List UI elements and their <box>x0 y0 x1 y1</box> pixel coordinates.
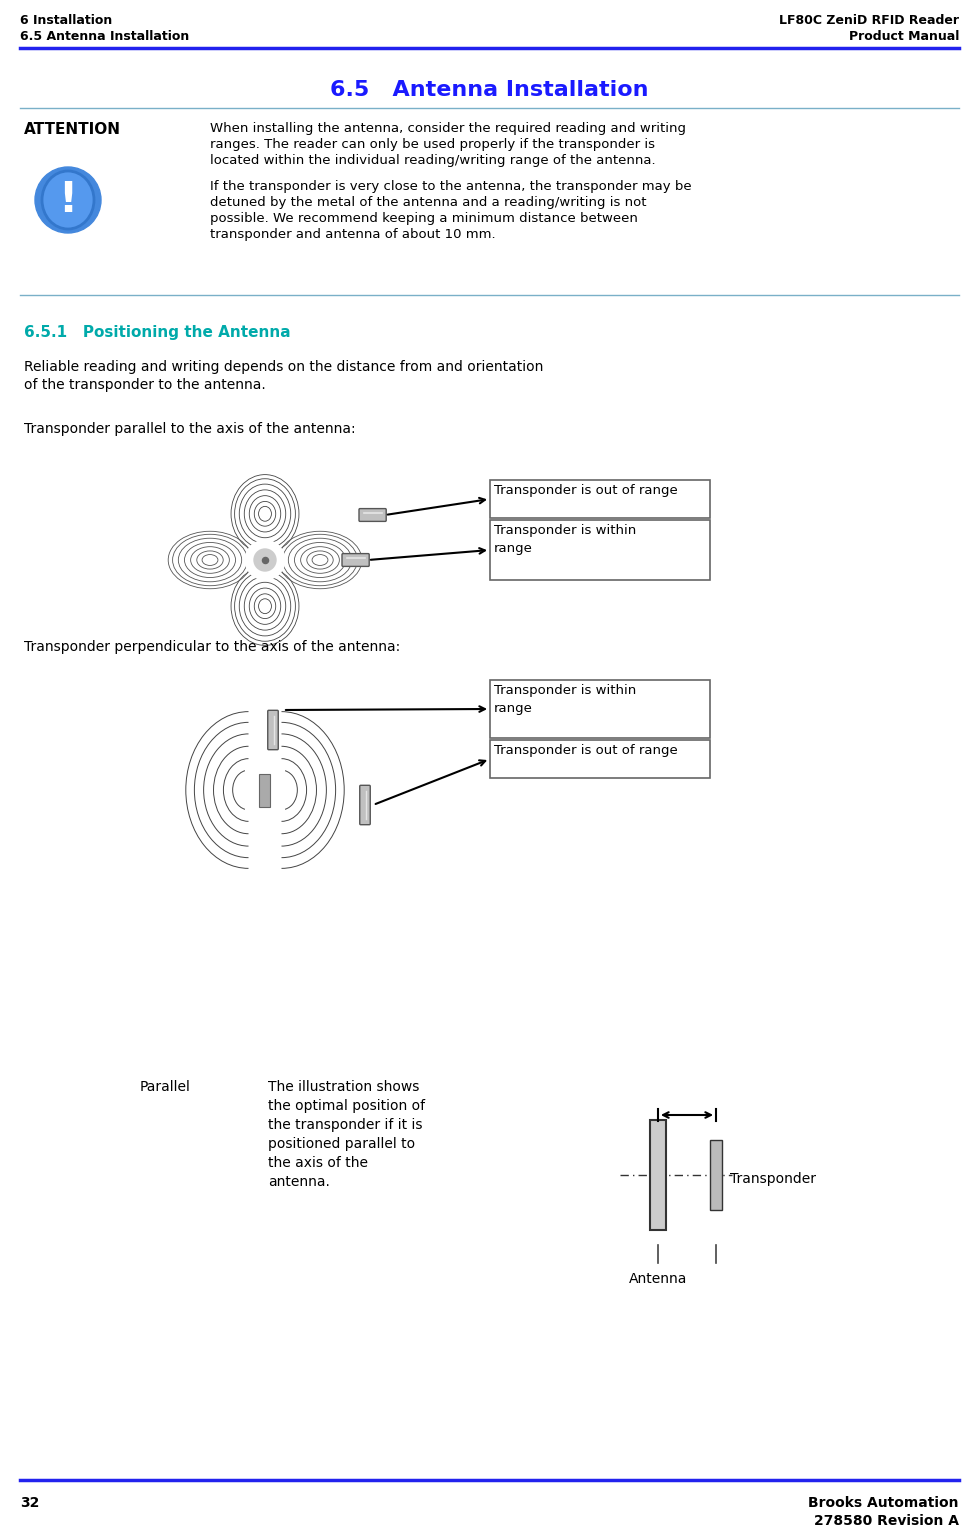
Text: Transponder: Transponder <box>730 1172 816 1186</box>
Text: ranges. The reader can only be used properly if the transponder is: ranges. The reader can only be used prop… <box>210 138 654 151</box>
Circle shape <box>253 549 276 571</box>
Text: Antenna: Antenna <box>628 1272 687 1286</box>
FancyBboxPatch shape <box>490 480 709 518</box>
Text: Product Manual: Product Manual <box>848 31 958 43</box>
Text: antenna.: antenna. <box>268 1175 330 1189</box>
Text: Transponder parallel to the axis of the antenna:: Transponder parallel to the axis of the … <box>24 421 355 435</box>
FancyBboxPatch shape <box>359 509 385 521</box>
FancyBboxPatch shape <box>490 740 709 778</box>
Bar <box>244 767 285 812</box>
Text: positioned parallel to: positioned parallel to <box>268 1137 415 1150</box>
Text: 32: 32 <box>20 1496 39 1510</box>
Text: of the transponder to the antenna.: of the transponder to the antenna. <box>24 378 265 392</box>
Text: Transponder perpendicular to the axis of the antenna:: Transponder perpendicular to the axis of… <box>24 640 400 654</box>
Text: range: range <box>494 541 532 555</box>
Text: Brooks Automation: Brooks Automation <box>808 1496 958 1510</box>
Text: If the transponder is very close to the antenna, the transponder may be: If the transponder is very close to the … <box>210 180 690 192</box>
Text: Transponder is within: Transponder is within <box>494 524 636 537</box>
Text: Transponder is out of range: Transponder is out of range <box>494 484 677 497</box>
Text: When installing the antenna, consider the required reading and writing: When installing the antenna, consider th… <box>210 122 686 135</box>
Text: Transponder is within: Transponder is within <box>494 684 636 697</box>
Text: 6.5.1   Positioning the Antenna: 6.5.1 Positioning the Antenna <box>24 325 290 340</box>
FancyBboxPatch shape <box>490 680 709 738</box>
Text: the axis of the: the axis of the <box>268 1157 368 1170</box>
Text: 6.5   Antenna Installation: 6.5 Antenna Installation <box>330 80 647 100</box>
Bar <box>709 1140 721 1210</box>
FancyBboxPatch shape <box>359 786 370 824</box>
Text: 6.5 Antenna Installation: 6.5 Antenna Installation <box>20 31 189 43</box>
Text: detuned by the metal of the antenna and a reading/writing is not: detuned by the metal of the antenna and … <box>210 195 645 209</box>
Text: range: range <box>494 701 532 715</box>
Text: 6 Installation: 6 Installation <box>20 14 112 28</box>
Text: The illustration shows: The illustration shows <box>268 1080 419 1094</box>
Text: !: ! <box>59 178 77 221</box>
Bar <box>259 774 270 806</box>
Text: LF80C ZeniD RFID Reader: LF80C ZeniD RFID Reader <box>778 14 958 28</box>
Text: located within the individual reading/writing range of the antenna.: located within the individual reading/wr… <box>210 154 655 168</box>
Text: the transponder if it is: the transponder if it is <box>268 1118 422 1132</box>
Text: 278580 Revision A: 278580 Revision A <box>813 1513 958 1527</box>
Bar <box>649 1120 665 1230</box>
Circle shape <box>244 540 285 580</box>
Text: transponder and antenna of about 10 mm.: transponder and antenna of about 10 mm. <box>210 228 495 241</box>
Text: Transponder is out of range: Transponder is out of range <box>494 744 677 757</box>
Text: Reliable reading and writing depends on the distance from and orientation: Reliable reading and writing depends on … <box>24 360 543 374</box>
Text: Parallel: Parallel <box>140 1080 191 1094</box>
FancyBboxPatch shape <box>341 554 369 566</box>
Ellipse shape <box>42 171 94 229</box>
FancyBboxPatch shape <box>490 520 709 580</box>
Text: possible. We recommend keeping a minimum distance between: possible. We recommend keeping a minimum… <box>210 212 638 225</box>
Text: the optimal position of: the optimal position of <box>268 1100 424 1114</box>
Text: ATTENTION: ATTENTION <box>24 122 121 137</box>
FancyBboxPatch shape <box>267 711 278 749</box>
Circle shape <box>35 168 101 232</box>
